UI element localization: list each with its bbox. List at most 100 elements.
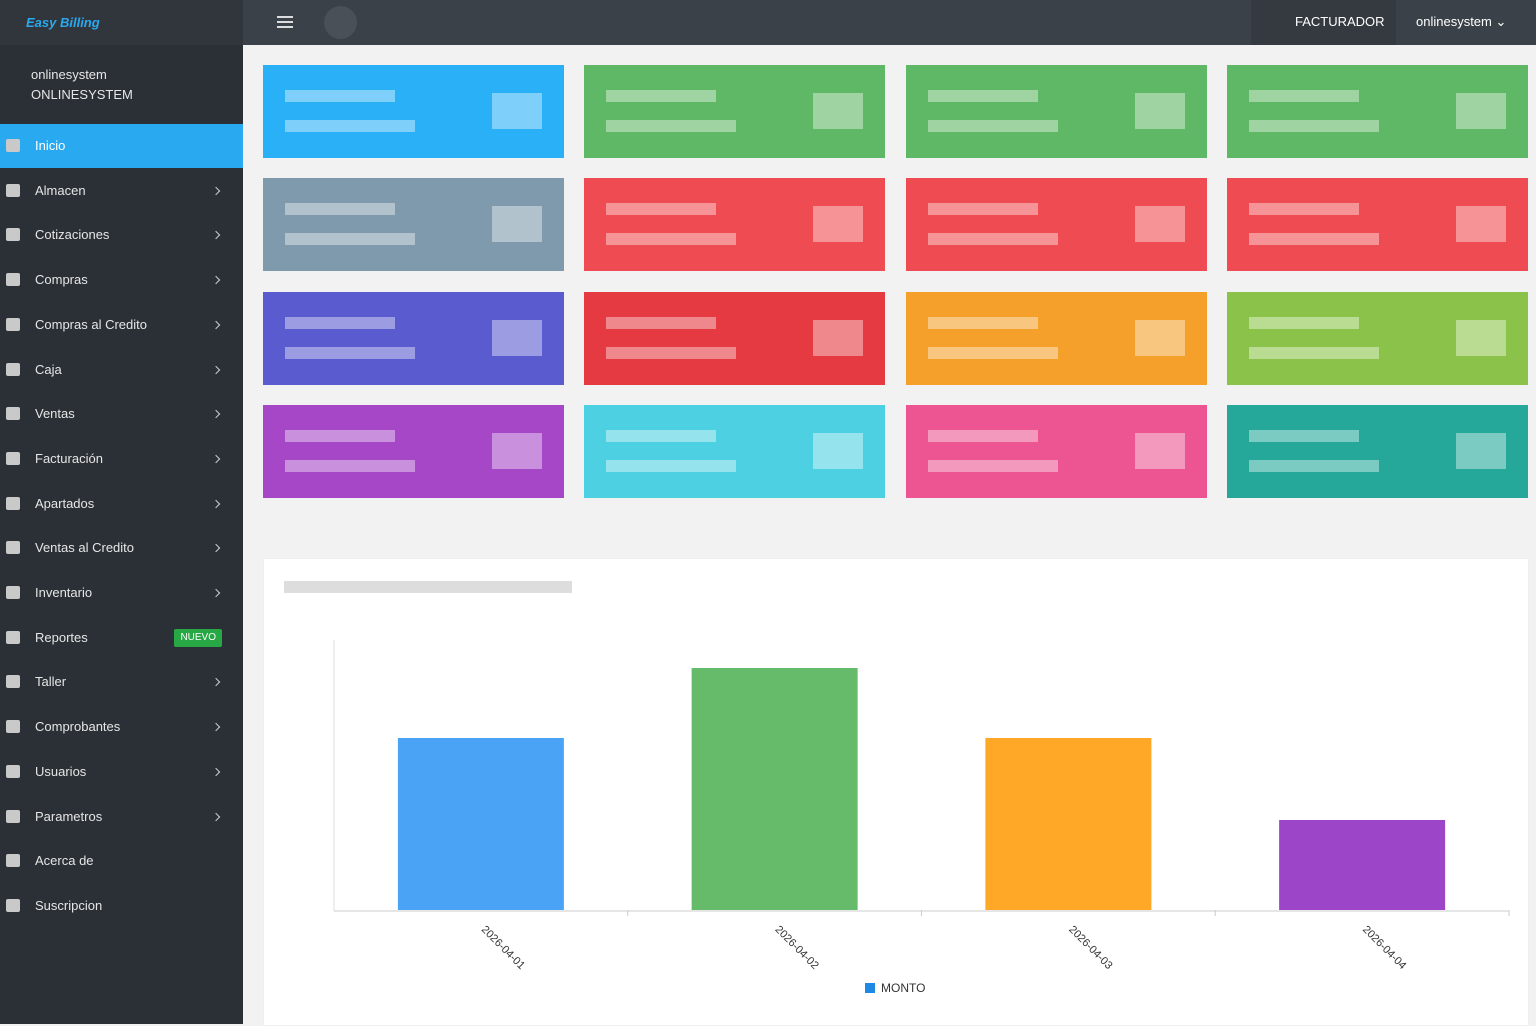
chevron — [211, 409, 221, 419]
bar — [1279, 820, 1446, 910]
menu-item[interactable]: Ventas — [0, 392, 243, 436]
menu-item[interactable]: Apartados — [0, 482, 243, 526]
menu-icon — [6, 139, 20, 152]
card-text-blurred — [606, 90, 717, 102]
card-text-blurred — [606, 120, 737, 132]
top-bar: Easy Billing FACTURADOR onlinesystem ⌄ — [0, 0, 1536, 45]
card-icon-blurred — [492, 93, 542, 129]
menu-icon — [6, 764, 20, 778]
menu-item[interactable]: Suscripcion — [0, 884, 243, 928]
card-text-blurred — [285, 90, 395, 102]
menu-icon — [6, 586, 20, 599]
card-icon-blurred — [1134, 206, 1185, 243]
card-icon-blurred — [1134, 319, 1185, 356]
card-icon-blurred — [813, 93, 864, 129]
card-text-blurred — [927, 459, 1058, 472]
menu-item[interactable]: Reportes NUEVO — [0, 616, 243, 660]
menu-label: Compras — [35, 272, 88, 288]
menu-label: Suscripcion — [35, 897, 103, 913]
card-icon-blurred — [1455, 432, 1506, 469]
menu-label: Apartados — [35, 495, 95, 511]
summary-card[interactable] — [1226, 178, 1528, 272]
menu-item[interactable]: Compras — [0, 258, 243, 302]
menu-item[interactable]: Almacen — [0, 169, 243, 213]
card-icon-blurred — [813, 206, 864, 243]
menu-toggle[interactable] — [277, 16, 293, 28]
menu-item[interactable]: Facturación — [0, 437, 243, 481]
menu-icon — [6, 451, 20, 465]
card-text-blurred — [1248, 120, 1379, 132]
menu-item[interactable]: Inventario — [0, 571, 243, 615]
user-menu[interactable]: onlinesystem ⌄ — [1416, 14, 1507, 29]
menu-item[interactable]: Comprobantes — [0, 705, 243, 749]
menu-label: Acerca de — [35, 853, 94, 869]
card-text-blurred — [1248, 233, 1379, 246]
card-icon-blurred — [1134, 432, 1185, 469]
chevron — [211, 499, 221, 508]
chart-button[interactable] — [324, 6, 357, 39]
chevron — [211, 722, 221, 732]
chevron — [211, 588, 221, 598]
menu-item[interactable]: Cotizaciones — [0, 213, 243, 257]
menu-icon — [6, 898, 20, 912]
summary-card[interactable] — [584, 178, 886, 272]
card-text-blurred — [606, 346, 737, 359]
card-text-blurred — [606, 459, 737, 472]
card-text-blurred — [1248, 459, 1379, 472]
card-text-blurred — [606, 316, 717, 329]
menu-icon — [6, 854, 20, 868]
card-icon-blurred — [813, 319, 864, 356]
summary-card[interactable] — [263, 65, 564, 158]
chevron — [211, 320, 221, 330]
user: onlinesystem — [1416, 14, 1492, 29]
menu-label: Caja — [35, 361, 62, 377]
menu-item[interactable]: Ventas al Credito — [0, 526, 243, 570]
menu-item[interactable]: Parametros — [0, 795, 243, 839]
menu-label: Almacen — [35, 182, 86, 198]
chevron — [211, 365, 221, 374]
card-text-blurred — [927, 90, 1038, 102]
summary-card[interactable] — [263, 178, 564, 272]
summary-card[interactable] — [905, 404, 1207, 498]
summary-card[interactable] — [1226, 291, 1528, 385]
card-icon-blurred — [492, 206, 542, 243]
menu-item[interactable]: Acerca de — [0, 839, 243, 883]
menu-item[interactable]: Usuarios — [0, 750, 243, 794]
menu-item[interactable]: Inicio — [0, 124, 243, 168]
card-text-blurred — [927, 429, 1038, 442]
menu-label: Facturación — [35, 450, 103, 466]
card-text-blurred — [285, 233, 415, 246]
company-button[interactable]: FACTURADOR — [1251, 0, 1396, 45]
card-icon-blurred — [492, 432, 542, 469]
x-tick-label: 2026-04-03 — [1066, 924, 1114, 972]
summary-card[interactable] — [905, 291, 1207, 385]
card-text-blurred — [927, 346, 1058, 359]
menu-label: Parametros — [35, 808, 103, 824]
menu-item[interactable]: Caja — [0, 348, 243, 392]
summary-card[interactable] — [263, 291, 564, 385]
summary-card[interactable] — [1226, 404, 1528, 498]
chart: 2026-04-01 2026-04-02 2026-04-03 2026-04-04… — [333, 640, 1510, 995]
card-icon-blurred — [1455, 93, 1506, 129]
summary-card[interactable] — [584, 404, 886, 498]
menu-label: Usuarios — [35, 763, 87, 779]
menu-item[interactable]: Taller — [0, 660, 243, 704]
company: FACTURADOR — [1295, 14, 1385, 29]
summary-card[interactable] — [905, 65, 1207, 158]
summary-card[interactable] — [905, 178, 1207, 272]
summary-card[interactable] — [263, 404, 564, 498]
menu-icon — [6, 809, 20, 823]
menu-icon — [6, 183, 20, 197]
menu-icon — [6, 273, 20, 287]
menu-icon — [6, 228, 20, 242]
menu-item[interactable]: Compras al Credito — [0, 303, 243, 347]
brand[interactable]: Easy Billing — [0, 0, 243, 45]
summary-card[interactable] — [584, 65, 886, 158]
menu-icon — [6, 675, 20, 689]
summary-card[interactable] — [584, 291, 886, 385]
menu-label: Inicio — [35, 138, 66, 153]
card-text-blurred — [927, 203, 1038, 216]
summary-card[interactable] — [1226, 65, 1528, 158]
card-icon-blurred — [1455, 206, 1506, 243]
